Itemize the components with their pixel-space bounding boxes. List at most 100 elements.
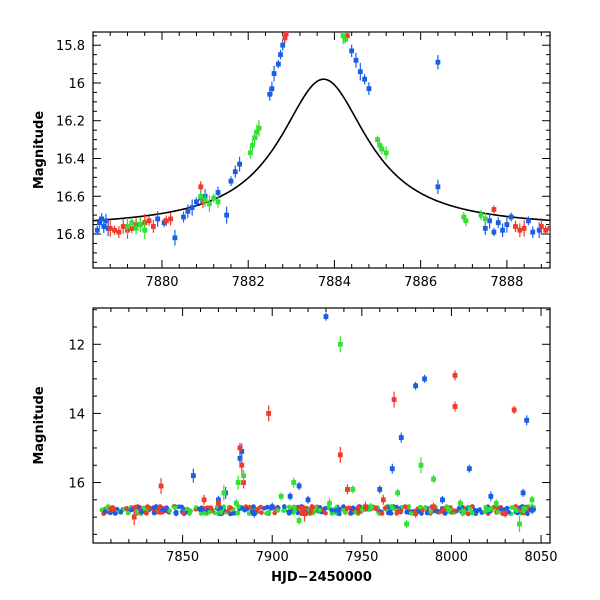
red-point xyxy=(452,404,458,409)
baseline-point xyxy=(465,511,471,516)
blue-point xyxy=(435,59,441,65)
blue-point xyxy=(103,218,109,224)
blue-point xyxy=(275,61,281,67)
baseline-point xyxy=(228,505,233,511)
red-point xyxy=(431,504,436,510)
baseline-point xyxy=(251,504,256,509)
green-point xyxy=(278,493,284,499)
baseline-point xyxy=(172,505,178,511)
red-point xyxy=(502,511,508,517)
green-point xyxy=(221,490,227,496)
green-point xyxy=(129,220,135,226)
green-point xyxy=(337,341,343,347)
baseline-point xyxy=(266,510,271,515)
green-point xyxy=(342,37,348,42)
blue-point xyxy=(504,222,510,227)
blue-point xyxy=(97,220,102,226)
green-point xyxy=(383,150,389,156)
baseline-point xyxy=(423,505,428,511)
baseline-point xyxy=(323,510,328,516)
baseline-point xyxy=(417,504,423,510)
y-tick-label: 16 xyxy=(68,77,85,92)
blue-point xyxy=(232,169,238,175)
baseline-point xyxy=(350,505,356,511)
baseline-point xyxy=(356,509,362,515)
green-point xyxy=(418,462,424,468)
x-tick-label: 7850 xyxy=(166,550,199,565)
baseline-point xyxy=(404,509,409,515)
blue-point xyxy=(500,227,505,233)
red-point xyxy=(116,229,122,235)
baseline-point xyxy=(461,508,467,514)
baseline-point xyxy=(173,510,178,515)
blue-point xyxy=(239,449,245,454)
green-point xyxy=(431,476,436,482)
red-point xyxy=(511,407,517,413)
red-point xyxy=(517,227,523,233)
baseline-point xyxy=(322,506,328,511)
blue-point xyxy=(389,466,395,472)
blue-point xyxy=(336,507,341,513)
green-point xyxy=(482,216,488,222)
red-point xyxy=(547,225,550,231)
green-point xyxy=(291,480,297,485)
baseline-point xyxy=(218,505,223,511)
red-point xyxy=(120,224,126,229)
baseline-point xyxy=(521,508,526,514)
green-point xyxy=(517,521,522,527)
red-point xyxy=(282,35,288,41)
blue-point xyxy=(495,220,501,226)
x-tick-label: 7900 xyxy=(256,550,289,565)
blue-point xyxy=(422,376,427,382)
red-point xyxy=(543,227,549,233)
baseline-point xyxy=(329,507,335,513)
red-point xyxy=(146,218,152,224)
plot-frame xyxy=(92,307,551,544)
green-point xyxy=(133,225,139,231)
baseline-point xyxy=(167,508,172,514)
baseline-point xyxy=(147,505,152,511)
y-tick-label: 16.2 xyxy=(56,115,85,130)
blue-point xyxy=(323,314,329,320)
blue-point xyxy=(377,487,383,492)
baseline-point xyxy=(406,504,412,509)
x-tick-label: 7880 xyxy=(145,275,178,290)
blue-point xyxy=(520,490,526,496)
green-point xyxy=(252,135,258,141)
baseline-point xyxy=(187,511,192,516)
baseline-point xyxy=(132,504,138,510)
red-point xyxy=(158,483,164,489)
blue-point xyxy=(530,229,536,235)
plot-frame xyxy=(92,31,551,269)
red-point xyxy=(239,462,245,468)
baseline-point xyxy=(502,507,507,512)
red-point xyxy=(112,227,117,233)
baseline-point xyxy=(242,507,248,513)
blue-point xyxy=(237,161,242,167)
baseline-point xyxy=(483,505,488,510)
baseline-point xyxy=(434,509,439,514)
green-point xyxy=(404,521,410,527)
green-point xyxy=(379,146,385,152)
blue-point xyxy=(224,212,230,218)
blue-point xyxy=(362,76,368,82)
green-point xyxy=(296,518,302,523)
blue-point xyxy=(215,190,221,195)
top-panel: 7880 7882 7884 7886 7888 15.8 16 16.2 16.4 16.6 16… xyxy=(32,31,551,290)
blue-point xyxy=(278,52,283,58)
y-tick-label: 16.6 xyxy=(56,190,85,205)
green-point xyxy=(463,218,469,224)
red-point xyxy=(163,218,169,224)
red-point xyxy=(380,497,386,503)
baseline-point xyxy=(218,510,224,515)
blue-point xyxy=(271,71,277,76)
red-point xyxy=(363,504,368,510)
baseline-point xyxy=(382,505,388,511)
baseline-point xyxy=(395,509,401,515)
blue-point xyxy=(305,497,311,503)
baseline-point xyxy=(124,506,129,511)
baseline-point xyxy=(118,510,124,515)
red-point xyxy=(168,216,174,222)
blue-point xyxy=(172,235,178,241)
